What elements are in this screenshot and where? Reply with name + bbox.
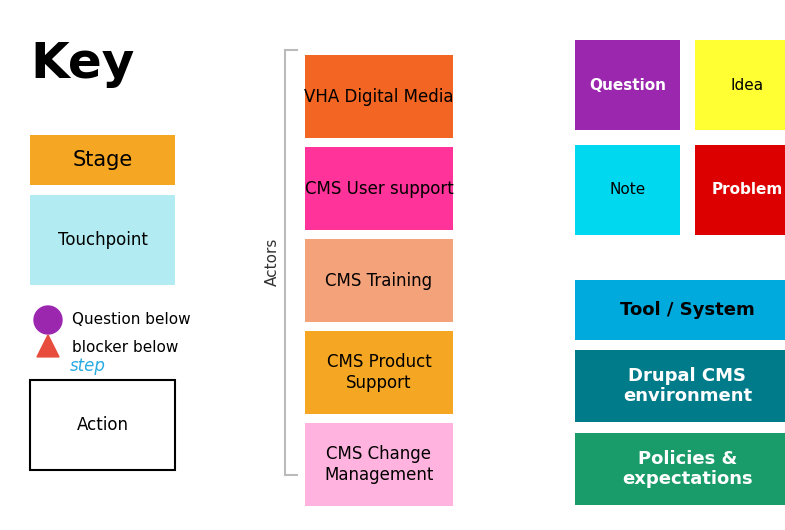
Bar: [695, 40, 785, 130]
Text: CMS Training: CMS Training: [326, 271, 433, 289]
Text: Stage: Stage: [72, 150, 133, 170]
Bar: [305, 331, 453, 414]
Text: Key: Key: [30, 40, 134, 88]
Text: blocker below: blocker below: [72, 340, 178, 355]
Bar: [305, 147, 453, 230]
Circle shape: [34, 306, 62, 334]
Text: Actors: Actors: [265, 238, 279, 286]
Text: Note: Note: [609, 182, 645, 198]
Bar: [575, 40, 680, 130]
Text: Question below: Question below: [72, 313, 191, 328]
Text: Touchpoint: Touchpoint: [57, 231, 148, 249]
Text: Action: Action: [76, 416, 129, 434]
Text: step: step: [70, 357, 106, 375]
Bar: [575, 280, 785, 340]
Text: CMS User support: CMS User support: [305, 180, 454, 198]
Bar: [30, 135, 175, 185]
Text: Problem: Problem: [712, 182, 783, 198]
Text: CMS Change
Management: CMS Change Management: [324, 445, 433, 484]
Text: Idea: Idea: [731, 77, 764, 93]
Bar: [305, 423, 453, 506]
Text: Drupal CMS
environment: Drupal CMS environment: [623, 367, 752, 405]
Text: Tool / System: Tool / System: [620, 301, 755, 319]
Bar: [30, 195, 175, 285]
Text: VHA Digital Media: VHA Digital Media: [305, 87, 454, 105]
Bar: [30, 380, 175, 470]
Text: CMS Product
Support: CMS Product Support: [327, 353, 432, 392]
Text: Question: Question: [589, 77, 666, 93]
Text: ?: ?: [43, 311, 53, 329]
Bar: [575, 350, 785, 422]
Bar: [305, 239, 453, 322]
Bar: [575, 145, 680, 235]
Bar: [695, 145, 785, 235]
Text: !: !: [45, 341, 51, 355]
Bar: [305, 55, 453, 138]
Polygon shape: [37, 335, 59, 357]
Bar: [575, 433, 785, 505]
Text: Policies &
expectations: Policies & expectations: [623, 449, 753, 489]
